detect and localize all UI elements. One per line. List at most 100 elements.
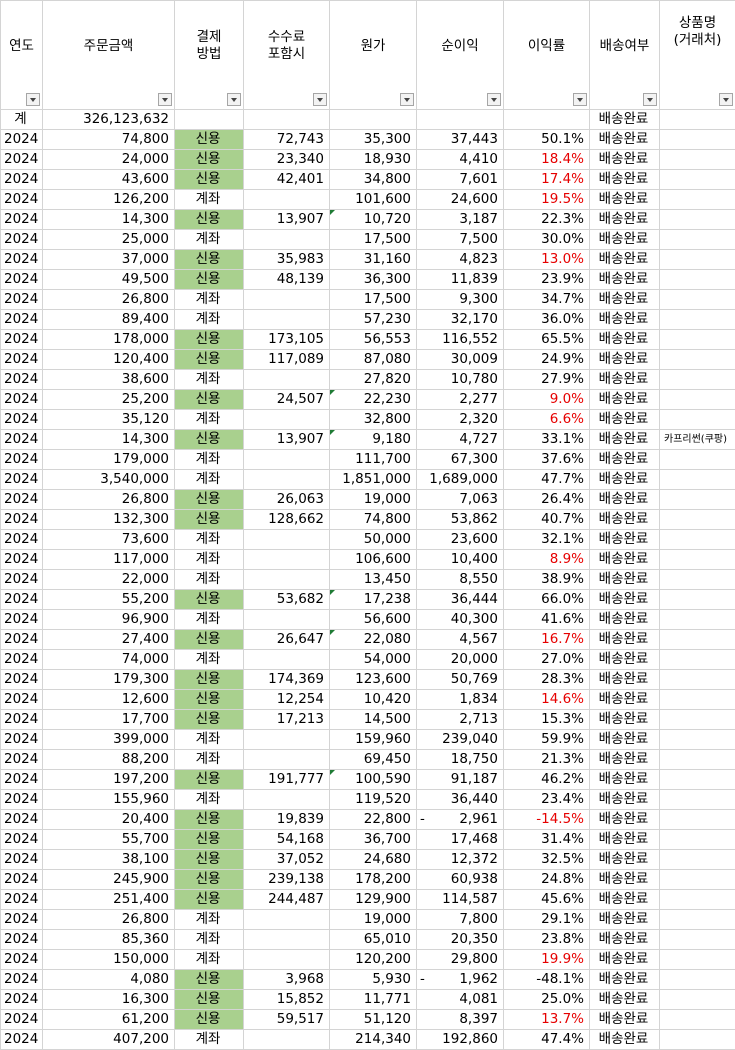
- cell-fee[interactable]: [244, 650, 330, 670]
- cell-delivery[interactable]: 배송완료: [590, 950, 660, 970]
- cell-product[interactable]: 카프리썬(쿠팡): [660, 430, 735, 450]
- cell-delivery[interactable]: 배송완료: [590, 670, 660, 690]
- cell-profit[interactable]: 1,689,000: [417, 470, 504, 490]
- cell-cost[interactable]: 35,300: [330, 130, 417, 150]
- cell-delivery[interactable]: 배송완료: [590, 830, 660, 850]
- cell-cost[interactable]: 214,340: [330, 1030, 417, 1050]
- cell-margin[interactable]: 38.9%: [504, 570, 590, 590]
- cell-cost[interactable]: 106,600: [330, 550, 417, 570]
- filter-dropdown-icon[interactable]: [313, 93, 327, 106]
- cell-fee[interactable]: 239,138: [244, 870, 330, 890]
- cell-delivery[interactable]: 배송완료: [590, 570, 660, 590]
- cell-product[interactable]: [660, 850, 735, 870]
- cell-delivery[interactable]: 배송완료: [590, 290, 660, 310]
- cell-amount[interactable]: 49,500: [43, 270, 175, 290]
- cell-cost[interactable]: 19,000: [330, 910, 417, 930]
- cell-delivery[interactable]: 배송완료: [590, 330, 660, 350]
- cell-delivery[interactable]: 배송완료: [590, 690, 660, 710]
- cell-fee[interactable]: 54,168: [244, 830, 330, 850]
- cell-year[interactable]: 2024: [1, 370, 43, 390]
- cell-product[interactable]: [660, 710, 735, 730]
- cell-margin[interactable]: 13.7%: [504, 1010, 590, 1030]
- cell-payment[interactable]: 신용: [175, 170, 244, 190]
- cell-profit[interactable]: 18,750: [417, 750, 504, 770]
- cell-profit[interactable]: 12,372: [417, 850, 504, 870]
- cell-margin[interactable]: 59.9%: [504, 730, 590, 750]
- cell-product[interactable]: [660, 990, 735, 1010]
- cell-cost[interactable]: 56,600: [330, 610, 417, 630]
- cell-profit[interactable]: 53,862: [417, 510, 504, 530]
- cell-product[interactable]: [660, 470, 735, 490]
- cell-delivery[interactable]: 배송완료: [590, 810, 660, 830]
- cell-payment[interactable]: 계좌: [175, 730, 244, 750]
- cell-margin[interactable]: 19.5%: [504, 190, 590, 210]
- cell-margin[interactable]: 41.6%: [504, 610, 590, 630]
- cell-profit[interactable]: 17,468: [417, 830, 504, 850]
- cell-fee[interactable]: 72,743: [244, 130, 330, 150]
- filter-dropdown-icon[interactable]: [158, 93, 172, 106]
- cell-payment[interactable]: 신용: [175, 850, 244, 870]
- cell-product[interactable]: [660, 290, 735, 310]
- cell-payment[interactable]: 신용: [175, 510, 244, 530]
- cell-product[interactable]: [660, 190, 735, 210]
- cell-fee[interactable]: 117,089: [244, 350, 330, 370]
- cell-margin[interactable]: 32.5%: [504, 850, 590, 870]
- cell-fee[interactable]: [244, 1030, 330, 1050]
- cell-fee[interactable]: [244, 190, 330, 210]
- cell-fee[interactable]: [244, 410, 330, 430]
- cell-cost[interactable]: 50,000: [330, 530, 417, 550]
- cell-product[interactable]: [660, 930, 735, 950]
- cell-margin[interactable]: 31.4%: [504, 830, 590, 850]
- cell-fee[interactable]: [244, 930, 330, 950]
- cell-cost[interactable]: 69,450: [330, 750, 417, 770]
- cell-amount[interactable]: 26,800: [43, 290, 175, 310]
- cell-amount[interactable]: 96,900: [43, 610, 175, 630]
- cell-fee[interactable]: 53,682: [244, 590, 330, 610]
- cell-payment[interactable]: 계좌: [175, 570, 244, 590]
- cell-amount[interactable]: 73,600: [43, 530, 175, 550]
- cell-product[interactable]: [660, 490, 735, 510]
- cell-delivery[interactable]: 배송완료: [590, 650, 660, 670]
- cell-product[interactable]: [660, 950, 735, 970]
- cell-delivery[interactable]: 배송완료: [590, 310, 660, 330]
- cell-amount[interactable]: 55,200: [43, 590, 175, 610]
- cell-delivery[interactable]: 배송완료: [590, 910, 660, 930]
- total-delivery[interactable]: 배송완료: [590, 110, 660, 130]
- cell-product[interactable]: [660, 670, 735, 690]
- cell-year[interactable]: 2024: [1, 230, 43, 250]
- cell-amount[interactable]: 197,200: [43, 770, 175, 790]
- cell-amount[interactable]: 3,540,000: [43, 470, 175, 490]
- cell-profit[interactable]: 7,601: [417, 170, 504, 190]
- cell[interactable]: [244, 110, 330, 130]
- cell-year[interactable]: 2024: [1, 270, 43, 290]
- cell-fee[interactable]: 26,647: [244, 630, 330, 650]
- cell-profit[interactable]: 50,769: [417, 670, 504, 690]
- cell[interactable]: [417, 110, 504, 130]
- cell-delivery[interactable]: 배송완료: [590, 210, 660, 230]
- cell-year[interactable]: 2024: [1, 630, 43, 650]
- cell-fee[interactable]: [244, 530, 330, 550]
- cell-margin[interactable]: 22.3%: [504, 210, 590, 230]
- cell-year[interactable]: 2024: [1, 750, 43, 770]
- cell-year[interactable]: 2024: [1, 930, 43, 950]
- cell-fee[interactable]: [244, 570, 330, 590]
- cell-margin[interactable]: 21.3%: [504, 750, 590, 770]
- cell-year[interactable]: 2024: [1, 710, 43, 730]
- cell-product[interactable]: [660, 350, 735, 370]
- cell-product[interactable]: [660, 310, 735, 330]
- cell-amount[interactable]: 38,100: [43, 850, 175, 870]
- cell-cost[interactable]: 74,800: [330, 510, 417, 530]
- cell-fee[interactable]: 42,401: [244, 170, 330, 190]
- cell-product[interactable]: [660, 390, 735, 410]
- cell-product[interactable]: [660, 790, 735, 810]
- cell-fee[interactable]: [244, 910, 330, 930]
- cell-amount[interactable]: 89,400: [43, 310, 175, 330]
- cell-fee[interactable]: 128,662: [244, 510, 330, 530]
- cell-amount[interactable]: 25,200: [43, 390, 175, 410]
- cell-year[interactable]: 2024: [1, 690, 43, 710]
- cell-payment[interactable]: 계좌: [175, 230, 244, 250]
- cell-margin[interactable]: 13.0%: [504, 250, 590, 270]
- cell-cost[interactable]: 17,500: [330, 290, 417, 310]
- cell-margin[interactable]: 17.4%: [504, 170, 590, 190]
- cell-amount[interactable]: 61,200: [43, 1010, 175, 1030]
